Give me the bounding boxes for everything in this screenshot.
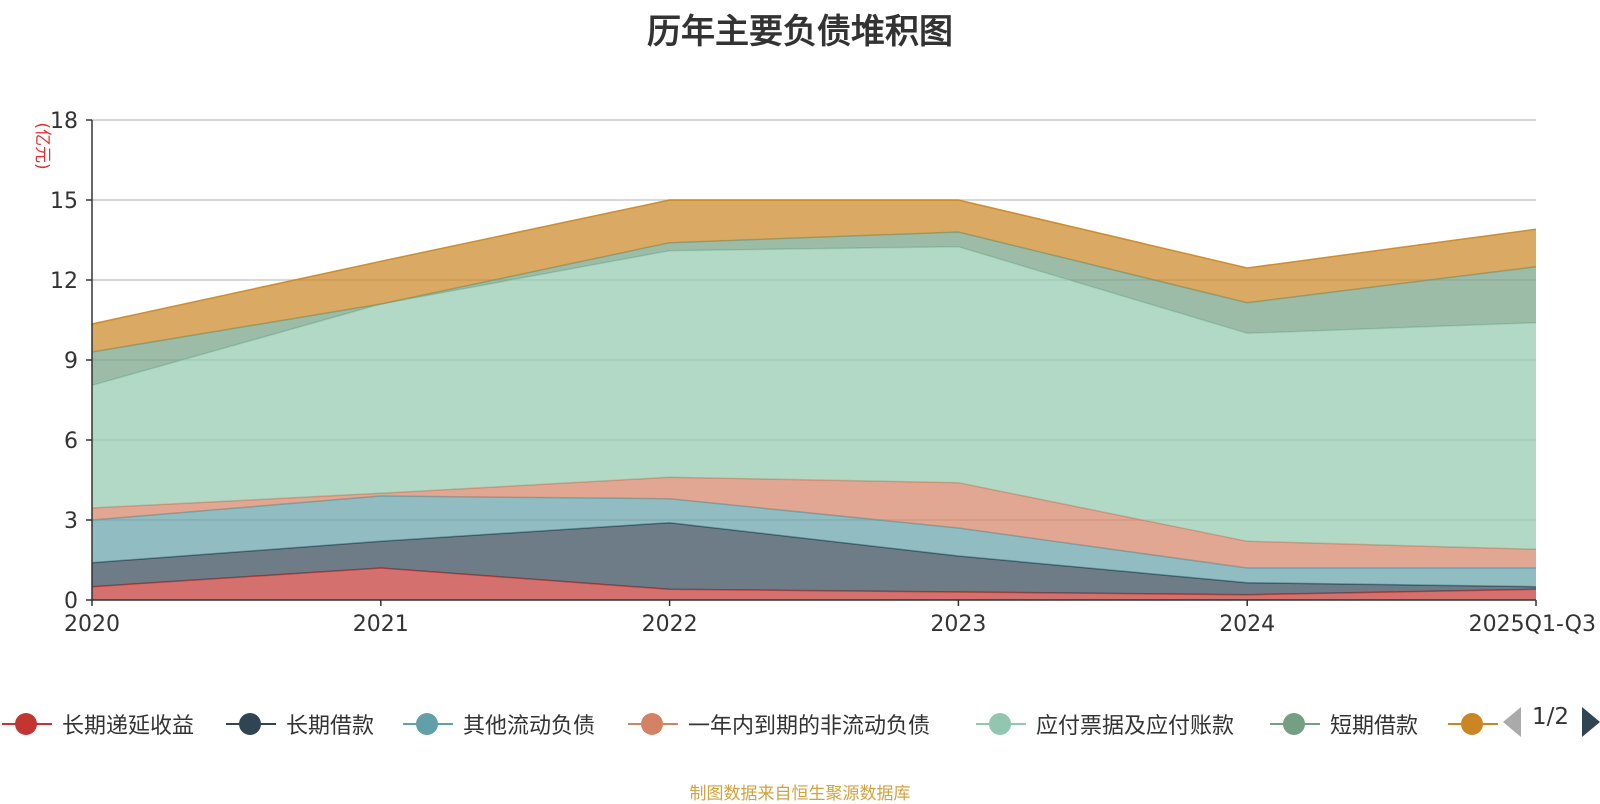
legend-symbol-icon [976,706,1026,742]
y-tick-label: 0 [64,589,78,614]
data-source-note: 制图数据来自恒生聚源数据库 [689,784,911,804]
y-tick-label: 9 [64,349,78,374]
area-series-1 [92,568,1536,600]
legend-item[interactable]: 长期借款 [226,706,374,742]
legend-label: 短期借款 [1330,714,1419,739]
area-series-5 [92,246,1536,550]
x-tick-label: 2020 [64,612,120,637]
legend-item[interactable]: 短期借款 [1270,706,1418,742]
legend-symbol-icon [403,706,453,742]
chart-legend: 长期递延收益 长期借款 其他流动负债 一年内到期的非流动负债 应付票据及应付账款 短期借款 [0,706,1600,742]
area-series-3 [92,496,1536,587]
stacked-area-chart: 0 3 6 9 12 15 18 2020 2021 2022 2023 2024 2025Q1-Q3 (… [32,109,1596,637]
legend-item[interactable]: 一年内到期的非流动负债 [628,706,930,742]
legend-item[interactable]: 应付票据及应付账款 [976,706,1234,742]
legend-symbol-icon [1270,706,1320,742]
legend-item[interactable]: 其他流动负债 [403,706,595,742]
series-line-7 [91,199,1537,325]
area-series-6 [92,232,1536,386]
y-axis-unit-label: (亿元) [32,122,52,169]
y-tick-label: 18 [50,109,78,134]
legend-label: 长期递延收益 [62,714,195,739]
legend-page-indicator: 1/2 [1532,704,1570,730]
y-tick-label: 12 [50,269,78,294]
x-tick-label: 2024 [1219,612,1275,637]
legend-label: 其他流动负债 [463,714,596,739]
x-tick-label: 2023 [930,612,986,637]
legend-symbol-icon [628,706,678,742]
x-tick-label: 2025Q1-Q3 [1469,612,1596,637]
y-tick-label: 3 [64,509,78,534]
legend-item[interactable]: 长期递延收益 [2,706,194,742]
legend-label: 长期借款 [286,714,375,739]
area-series-7 [92,200,1536,352]
legend-item[interactable] [1448,706,1498,742]
legend-next-page-icon[interactable] [1582,707,1600,737]
legend-prev-page-icon[interactable] [1503,707,1521,737]
legend-label: 应付票据及应付账款 [1036,714,1235,739]
legend-label: 一年内到期的非流动负债 [688,714,931,739]
legend-symbol-icon [2,706,52,742]
legend-symbol-icon [226,706,276,742]
area-series-4 [92,477,1536,568]
y-tick-label: 15 [50,189,78,214]
legend-symbol-icon [1448,706,1498,742]
x-tick-label: 2021 [353,612,409,637]
chart-title: 历年主要负债堆积图 [647,12,953,52]
x-tick-label: 2022 [642,612,698,637]
y-tick-label: 6 [64,429,78,454]
